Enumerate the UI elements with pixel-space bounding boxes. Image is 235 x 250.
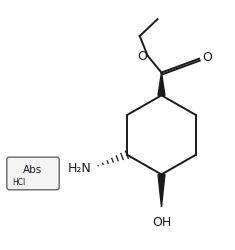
- FancyBboxPatch shape: [7, 157, 59, 190]
- Polygon shape: [158, 72, 165, 95]
- Text: H₂N: H₂N: [68, 162, 91, 175]
- Polygon shape: [158, 174, 165, 207]
- Text: O: O: [137, 50, 147, 63]
- Text: Abs: Abs: [24, 166, 43, 175]
- Text: HCl: HCl: [12, 178, 26, 187]
- Text: OH: OH: [152, 216, 171, 229]
- Text: O: O: [202, 51, 212, 64]
